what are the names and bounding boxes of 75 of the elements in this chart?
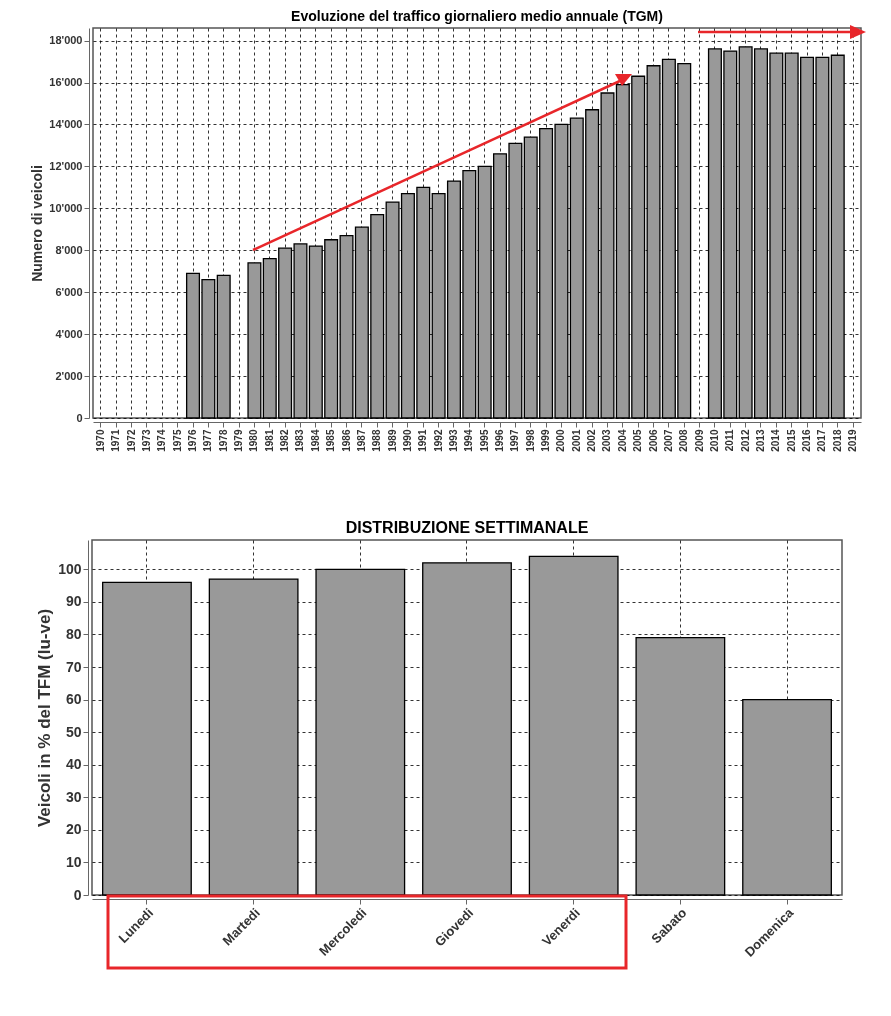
y-tick-label: 6'000 [55, 285, 83, 298]
x-tick-label: 2013 [754, 429, 766, 452]
x-tick-label: 2008 [678, 429, 690, 452]
x-tick-label: 1972 [125, 429, 137, 452]
x-tick-label: 2010 [708, 429, 720, 452]
x-tick-label: 1992 [432, 429, 444, 452]
x-tick-label: 1974 [156, 429, 168, 452]
y-tick-label: 20 [65, 821, 82, 838]
chart-title: Evoluzione del traffico giornaliero medio annuale (TGM) [291, 8, 663, 24]
x-tick-label: 2003 [601, 429, 613, 452]
x-tick-label: 1977 [202, 429, 214, 452]
x-tick-label: 1989 [386, 429, 398, 452]
x-tick-label: 1985 [325, 429, 337, 452]
y-tick-label: 0 [73, 886, 82, 903]
y-axis-title: Numero di veicoli [29, 165, 46, 282]
x-tick-label: 1971 [110, 429, 122, 452]
y-tick-label: 18'000 [49, 34, 83, 47]
x-tick-label: 1996 [494, 429, 506, 452]
chart-title: DISTRIBUZIONE SETTIMANALE [345, 519, 589, 536]
x-tick-label: 1998 [524, 429, 536, 452]
x-tick-label: 1990 [401, 429, 413, 452]
x-tick-label: 2009 [693, 429, 705, 452]
x-tick-label: 2005 [632, 429, 644, 452]
x-tick-label: 1981 [263, 429, 275, 452]
x-tick-label: 1979 [233, 429, 245, 452]
y-tick-label: 60 [65, 691, 82, 708]
x-tick-label: 1970 [94, 429, 106, 452]
x-tick-label: 1976 [187, 429, 199, 452]
x-tick-label: 2001 [570, 429, 582, 452]
x-tick-label: 1993 [447, 429, 459, 452]
x-tick-label: 2006 [647, 429, 659, 452]
x-tick-label: 1995 [478, 429, 490, 452]
y-tick-label: 14'000 [49, 117, 83, 130]
x-tick-label: 1983 [294, 429, 306, 452]
y-tick-label: 70 [65, 658, 82, 675]
x-tick-label: 1991 [417, 429, 429, 452]
x-tick-label: 1986 [340, 429, 352, 452]
y-tick-label: 80 [65, 625, 82, 642]
x-tick-label: 2012 [739, 429, 751, 452]
x-tick-label: 1994 [463, 429, 475, 452]
y-tick-label: 90 [65, 593, 82, 610]
y-tick-label: 10 [65, 853, 82, 870]
x-tick-label: 2000 [555, 429, 567, 452]
y-tick-label: 0 [76, 411, 83, 424]
y-tick-label: 12'000 [49, 159, 83, 172]
y-tick-label: 50 [65, 723, 82, 740]
y-tick-label: 30 [65, 788, 82, 805]
x-tick-label: 2011 [724, 429, 736, 452]
x-tick-label: 2002 [586, 429, 598, 452]
x-tick-label: 1980 [248, 429, 260, 452]
x-tick-label: 2015 [785, 429, 797, 452]
y-tick-label: 100 [58, 560, 82, 577]
x-tick-label: 2019 [847, 429, 859, 452]
y-tick-label: 2'000 [55, 369, 83, 382]
x-tick-label: 1987 [355, 429, 367, 452]
y-tick-label: 40 [65, 756, 82, 773]
x-tick-label: 1982 [279, 429, 291, 452]
x-tick-label: 1973 [140, 429, 152, 452]
x-tick-label: 1978 [217, 429, 229, 452]
y-tick-label: 8'000 [55, 243, 83, 256]
y-tick-label: 16'000 [49, 76, 83, 89]
x-tick-label: 1988 [371, 429, 383, 452]
x-tick-label: 1975 [171, 429, 183, 452]
x-tick-label: 2017 [816, 429, 828, 452]
x-tick-label: 1997 [509, 429, 521, 452]
y-tick-label: 4'000 [55, 327, 83, 340]
x-tick-label: 2007 [662, 429, 674, 452]
x-tick-label: 2004 [616, 429, 628, 452]
x-tick-label: 2016 [801, 429, 813, 452]
y-axis-title: Veicoli in % del TFM (lu-ve) [35, 608, 55, 828]
x-tick-label: 2014 [770, 429, 782, 452]
x-tick-label: 1984 [309, 429, 321, 452]
y-tick-label: 10'000 [49, 201, 83, 214]
x-tick-label: 2018 [831, 429, 843, 452]
x-tick-label: 1999 [540, 429, 552, 452]
